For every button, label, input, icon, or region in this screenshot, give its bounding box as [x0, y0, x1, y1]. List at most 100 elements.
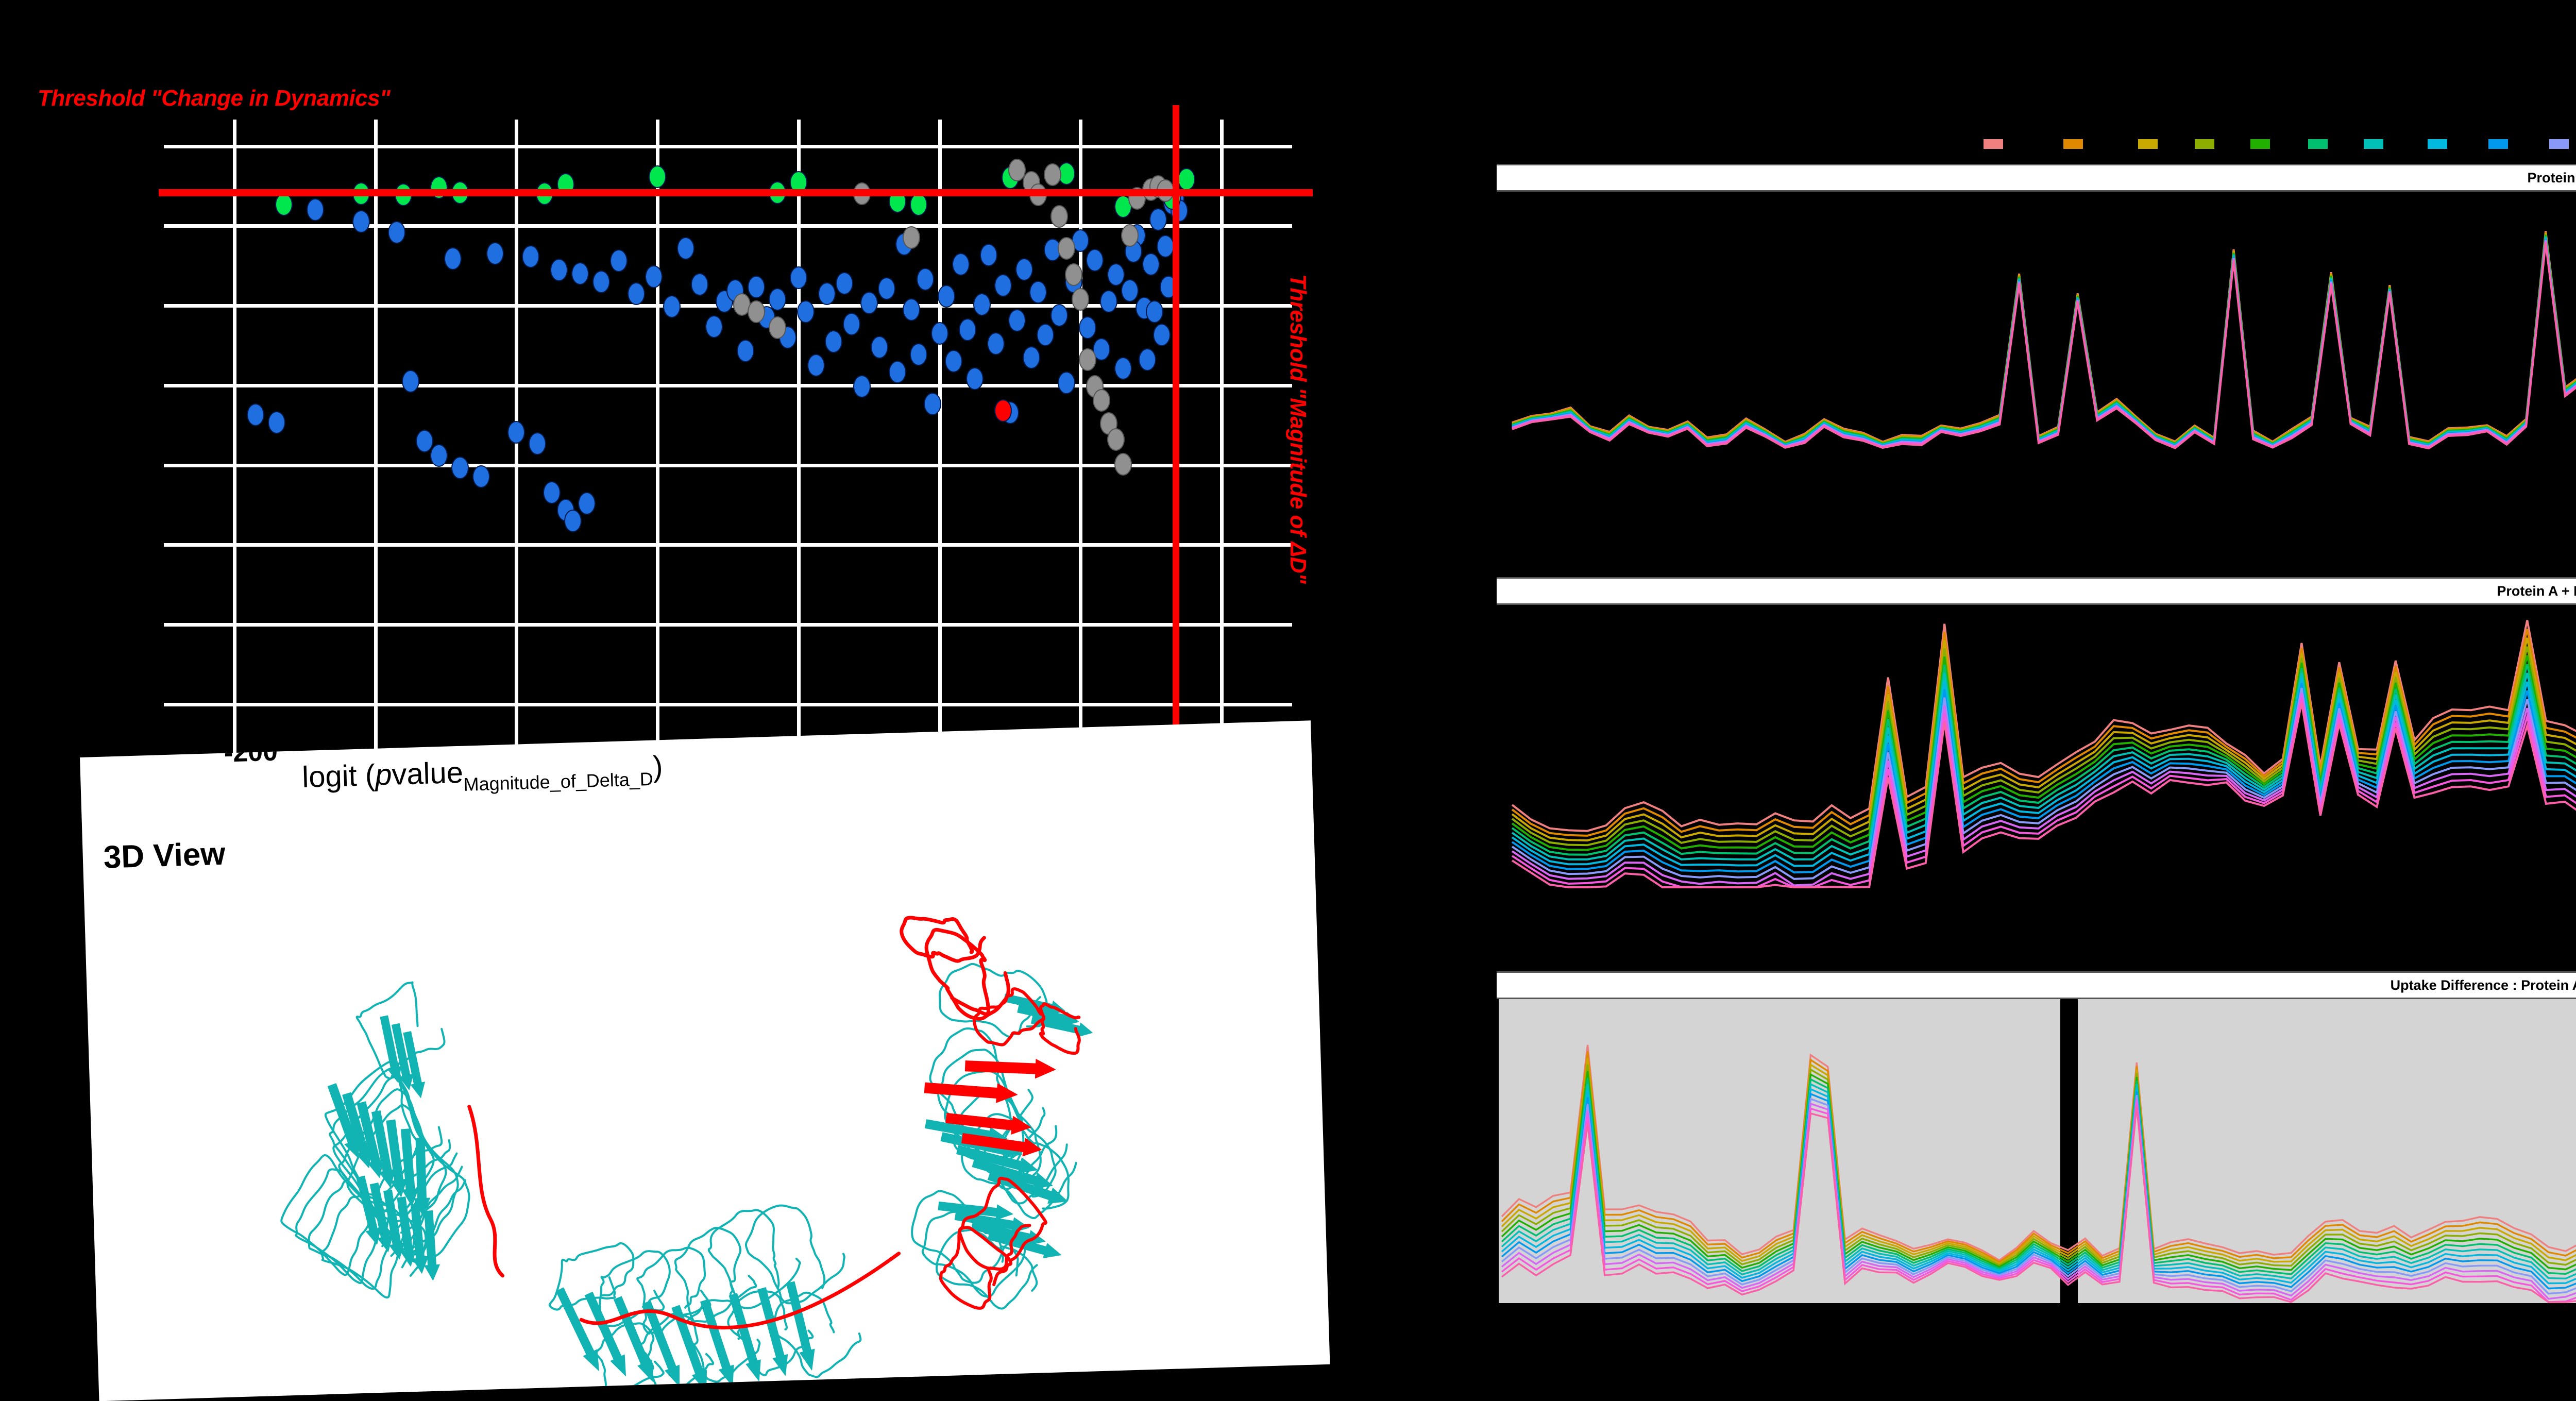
volcano-data-point[interactable]: [521, 245, 539, 268]
volcano-data-point[interactable]: [1114, 452, 1132, 476]
volcano-data-point[interactable]: [649, 165, 667, 189]
volcano-data-point[interactable]: [1064, 263, 1082, 286]
volcano-data-point[interactable]: [747, 275, 765, 298]
volcano-data-point[interactable]: [888, 361, 906, 384]
legend-swatch[interactable]: [2364, 139, 2383, 149]
volcano-data-point[interactable]: [1022, 346, 1040, 369]
volcano-data-point[interactable]: [275, 193, 293, 216]
volcano-data-point[interactable]: [1139, 348, 1157, 372]
volcano-data-point[interactable]: [1015, 258, 1033, 281]
volcano-data-point[interactable]: [1107, 428, 1125, 451]
volcano-data-point[interactable]: [1058, 237, 1075, 260]
volcano-data-point[interactable]: [807, 353, 825, 377]
volcano-data-point[interactable]: [486, 242, 504, 265]
uptake-panel-protein-a[interactable]: Protein A: [1497, 164, 2576, 473]
volcano-data-point[interactable]: [1072, 288, 1090, 311]
volcano-data-point[interactable]: [909, 343, 927, 366]
volcano-data-point[interactable]: [571, 262, 589, 285]
volcano-data-point[interactable]: [1058, 371, 1075, 394]
volcano-data-point[interactable]: [1079, 348, 1097, 372]
volcano-data-point[interactable]: [835, 272, 853, 295]
volcano-data-point[interactable]: [1036, 323, 1054, 346]
volcano-data-point[interactable]: [902, 298, 920, 322]
volcano-data-point[interactable]: [592, 270, 610, 293]
volcano-data-point[interactable]: [1114, 357, 1132, 380]
volcano-data-point[interactable]: [1043, 163, 1061, 187]
volcano-data-point[interactable]: [994, 399, 1012, 423]
uptake-panel-protein-a-ligand[interactable]: Protein A + Ligand: [1497, 577, 2576, 888]
volcano-data-point[interactable]: [246, 403, 264, 426]
3d-view-panel[interactable]: -200 logit (pvalueMagnitude_of_Delta_D) …: [80, 720, 1330, 1401]
volcano-data-point[interactable]: [1121, 279, 1139, 302]
volcano-data-point[interactable]: [1153, 323, 1171, 346]
volcano-data-point[interactable]: [402, 369, 420, 393]
volcano-data-point[interactable]: [705, 315, 723, 339]
volcano-data-point[interactable]: [973, 293, 991, 316]
legend-swatch[interactable]: [2488, 139, 2508, 149]
volcano-data-point[interactable]: [529, 432, 547, 455]
volcano-data-point[interactable]: [550, 258, 568, 281]
volcano-data-point[interactable]: [472, 465, 490, 488]
volcano-data-point[interactable]: [909, 193, 927, 216]
volcano-data-point[interactable]: [871, 335, 889, 359]
volcano-data-point[interactable]: [853, 375, 871, 398]
legend-swatch[interactable]: [2549, 139, 2569, 149]
volcano-data-point[interactable]: [444, 247, 462, 271]
volcano-data-point[interactable]: [564, 509, 582, 532]
volcano-data-point[interactable]: [645, 265, 663, 289]
volcano-data-point[interactable]: [1142, 252, 1160, 276]
volcano-data-point[interactable]: [416, 430, 434, 453]
volcano-data-point[interactable]: [1029, 281, 1047, 304]
volcano-data-point[interactable]: [818, 282, 836, 306]
volcano-data-point[interactable]: [609, 249, 628, 273]
volcano-data-point[interactable]: [768, 288, 786, 311]
volcano-data-point[interactable]: [959, 318, 977, 341]
uptake-panel-difference[interactable]: Uptake Difference : Protein A - (Protein…: [1497, 971, 2576, 1303]
volcano-data-point[interactable]: [1100, 290, 1118, 313]
volcano-data-point[interactable]: [945, 350, 962, 373]
volcano-data-point[interactable]: [676, 237, 694, 260]
legend-swatch[interactable]: [1984, 139, 2003, 149]
volcano-data-point[interactable]: [966, 367, 984, 391]
volcano-data-point[interactable]: [987, 332, 1005, 356]
volcano-data-point[interactable]: [1107, 263, 1125, 286]
volcano-data-point[interactable]: [923, 392, 941, 415]
volcano-data-point[interactable]: [930, 322, 948, 345]
volcano-data-point[interactable]: [747, 300, 765, 324]
volcano-data-point[interactable]: [451, 456, 469, 479]
legend-swatch[interactable]: [2250, 139, 2270, 149]
volcano-data-point[interactable]: [1050, 205, 1069, 228]
volcano-data-point[interactable]: [994, 274, 1012, 297]
volcano-data-point[interactable]: [1100, 412, 1118, 435]
volcano-data-point[interactable]: [1079, 316, 1097, 340]
volcano-data-point[interactable]: [737, 339, 755, 362]
volcano-data-point[interactable]: [578, 492, 596, 515]
volcano-data-point[interactable]: [1008, 309, 1026, 332]
protein-structure-render[interactable]: [83, 834, 1330, 1401]
volcano-data-point[interactable]: [1156, 234, 1174, 258]
volcano-data-point[interactable]: [307, 198, 325, 222]
legend-swatch[interactable]: [2428, 139, 2447, 149]
legend-swatch[interactable]: [2308, 139, 2328, 149]
volcano-data-point[interactable]: [268, 411, 285, 434]
uptake-plot-protein-a[interactable]: [1497, 192, 2576, 475]
volcano-data-point[interactable]: [543, 481, 561, 504]
volcano-data-point[interactable]: [980, 244, 998, 267]
volcano-data-point[interactable]: [842, 313, 860, 336]
volcano-data-point[interactable]: [1177, 167, 1195, 191]
volcano-data-point[interactable]: [387, 221, 405, 244]
legend-swatch[interactable]: [2138, 139, 2158, 149]
volcano-data-point[interactable]: [507, 420, 526, 444]
volcano-data-point[interactable]: [938, 284, 956, 308]
volcano-data-point[interactable]: [768, 316, 786, 340]
volcano-data-point[interactable]: [1121, 224, 1139, 247]
volcano-data-point[interactable]: [1086, 249, 1104, 272]
volcano-data-point[interactable]: [663, 295, 681, 318]
volcano-data-point[interactable]: [430, 444, 448, 467]
volcano-data-point[interactable]: [352, 210, 370, 233]
volcano-data-point[interactable]: [796, 300, 815, 324]
volcano-data-point[interactable]: [1146, 300, 1164, 324]
volcano-data-point[interactable]: [1050, 303, 1069, 327]
volcano-data-point[interactable]: [902, 226, 920, 249]
volcano-data-point[interactable]: [825, 330, 843, 353]
